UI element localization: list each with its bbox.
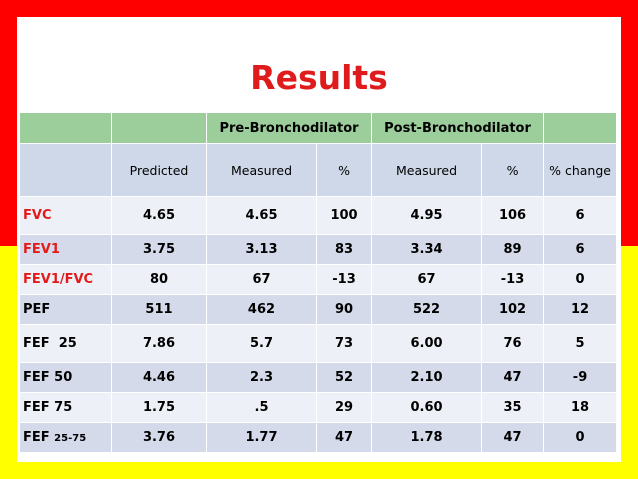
table-cell: 522 [371, 294, 483, 325]
table-cell: 35 [481, 392, 545, 423]
row-label-fef-50: FEF 50 [19, 362, 112, 393]
table-cell: 73 [315, 324, 373, 363]
table-row: FEF 25 7.86 5.7 73 6.00 76 5 [19, 324, 618, 363]
row-label-subscript: 25-75 [54, 433, 87, 444]
table-cell: 67 [371, 264, 483, 295]
table-cell: 2.3 [206, 362, 317, 393]
table-cell: 47 [481, 362, 545, 393]
column-header-post-measured: Measured [371, 143, 483, 197]
table-cell: 89 [481, 234, 545, 265]
table-cell: 100 [315, 196, 373, 235]
table-cell: 102 [481, 294, 545, 325]
table-cell: 90 [315, 294, 373, 325]
table-cell: 3.13 [206, 234, 317, 265]
table-cell: 4.46 [111, 362, 207, 393]
column-header-percent-change: % change [543, 143, 618, 197]
table-cell: -13 [315, 264, 373, 295]
table-cell: 67 [206, 264, 317, 295]
table-cell: 6 [543, 196, 618, 235]
table-cell: 47 [481, 422, 545, 453]
table-cell: 2.10 [371, 362, 483, 393]
row-label-fef-25: FEF 25 [19, 324, 112, 363]
table-cell: 4.65 [206, 196, 317, 235]
column-header-predicted: Predicted [111, 143, 207, 197]
row-label-fev1: FEV1 [19, 234, 112, 265]
row-label-main: FEF [23, 430, 55, 445]
table-cell: 0 [543, 422, 618, 453]
header-blank-cell [111, 112, 207, 144]
table-cell: 462 [206, 294, 317, 325]
table-cell: 4.95 [371, 196, 483, 235]
table-cell: 7.86 [111, 324, 207, 363]
table-row: FEF 50 4.46 2.3 52 2.10 47 -9 [19, 362, 618, 393]
table-cell: 0.60 [371, 392, 483, 423]
slide-title: Results [250, 58, 388, 97]
table-cell: 511 [111, 294, 207, 325]
row-label-pef: PEF [19, 294, 112, 325]
table-cell: 0 [543, 264, 618, 295]
table-cell: .5 [206, 392, 317, 423]
table-cell: 12 [543, 294, 618, 325]
header-blank-cell [19, 143, 112, 197]
group-header-row: Pre-Bronchodilator Post-Bronchodilator [19, 112, 618, 144]
column-header-pre-measured: Measured [206, 143, 317, 197]
table-cell: 3.75 [111, 234, 207, 265]
table-cell: 29 [315, 392, 373, 423]
row-label-fef-25-75: FEF 25-75 [19, 422, 112, 453]
table-cell: -13 [481, 264, 545, 295]
results-table: Pre-Bronchodilator Post-Bronchodilator P… [19, 112, 618, 453]
table-row: FVC 4.65 4.65 100 4.95 106 6 [19, 196, 618, 235]
table-row: PEF 511 462 90 522 102 12 [19, 294, 618, 325]
table-cell: 5.7 [206, 324, 317, 363]
pre-bronchodilator-header: Pre-Bronchodilator [205, 112, 373, 144]
table-cell: 1.78 [371, 422, 483, 453]
column-header-post-percent: % [481, 143, 545, 197]
header-blank-cell [543, 112, 618, 144]
table-cell: 1.75 [111, 392, 207, 423]
table-cell: 52 [315, 362, 373, 393]
table-cell: 6.00 [371, 324, 483, 363]
table-cell: 18 [543, 392, 618, 423]
table-row: FEV1/FVC 80 67 -13 67 -13 0 [19, 264, 618, 295]
column-header-pre-percent: % [315, 143, 373, 197]
header-blank-cell [19, 112, 112, 144]
row-label-fev1-fvc: FEV1/FVC [19, 264, 112, 295]
table-cell: 3.34 [371, 234, 483, 265]
table-cell: 3.76 [111, 422, 207, 453]
table-cell: 80 [111, 264, 207, 295]
table-cell: 4.65 [111, 196, 207, 235]
table-cell: 5 [543, 324, 618, 363]
table-cell: 47 [315, 422, 373, 453]
table-cell: -9 [543, 362, 618, 393]
table-cell: 83 [315, 234, 373, 265]
row-label-fvc: FVC [19, 196, 112, 235]
row-label-fef-75: FEF 75 [19, 392, 112, 423]
table-cell: 1.77 [206, 422, 317, 453]
table-row: FEF 25-75 3.76 1.77 47 1.78 47 0 [19, 422, 618, 453]
column-header-row: Predicted Measured % Measured % % change [19, 143, 618, 197]
table-cell: 6 [543, 234, 618, 265]
table-cell: 106 [481, 196, 545, 235]
table-row: FEV1 3.75 3.13 83 3.34 89 6 [19, 234, 618, 265]
post-bronchodilator-header: Post-Bronchodilator [371, 112, 545, 144]
table-row: FEF 75 1.75 .5 29 0.60 35 18 [19, 392, 618, 423]
table-cell: 76 [481, 324, 545, 363]
